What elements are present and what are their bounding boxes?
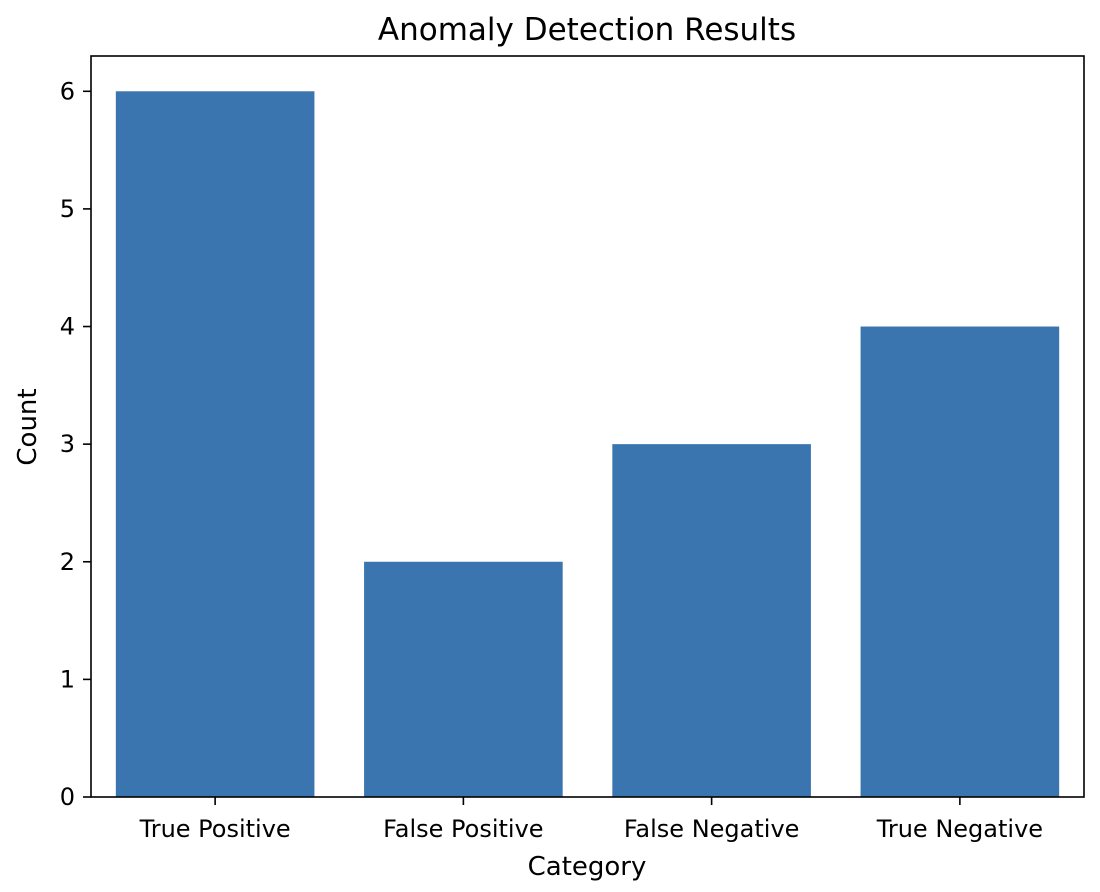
y-axis-ticks: 0 1 2 3 4 5 6 (60, 77, 91, 811)
bar-false-positive (364, 561, 563, 797)
y-tick-label: 0 (60, 783, 75, 811)
bar-true-positive (115, 91, 315, 798)
y-tick-label: 2 (60, 548, 75, 576)
x-tick-label: True Positive (139, 815, 291, 843)
bar-false-negative (612, 444, 811, 797)
y-tick-label: 1 (60, 665, 75, 693)
bars-group (115, 91, 1060, 798)
plot-frame (90, 55, 1085, 798)
bar-true-negative (860, 326, 1060, 797)
y-tick-label: 6 (60, 77, 75, 105)
x-axis-label: Category (528, 852, 647, 882)
x-tick-label: False Negative (624, 815, 800, 843)
x-axis-ticks: True Positive False Positive False Negativ… (139, 797, 1043, 843)
x-tick-label: True Negative (876, 815, 1043, 843)
y-tick-label: 5 (60, 195, 75, 223)
y-axis-label: Count (13, 388, 43, 465)
y-tick-label: 4 (60, 313, 75, 341)
chart-title: Anomaly Detection Results (378, 12, 796, 48)
y-tick-label: 3 (60, 430, 75, 458)
x-tick-label: False Positive (383, 815, 543, 843)
